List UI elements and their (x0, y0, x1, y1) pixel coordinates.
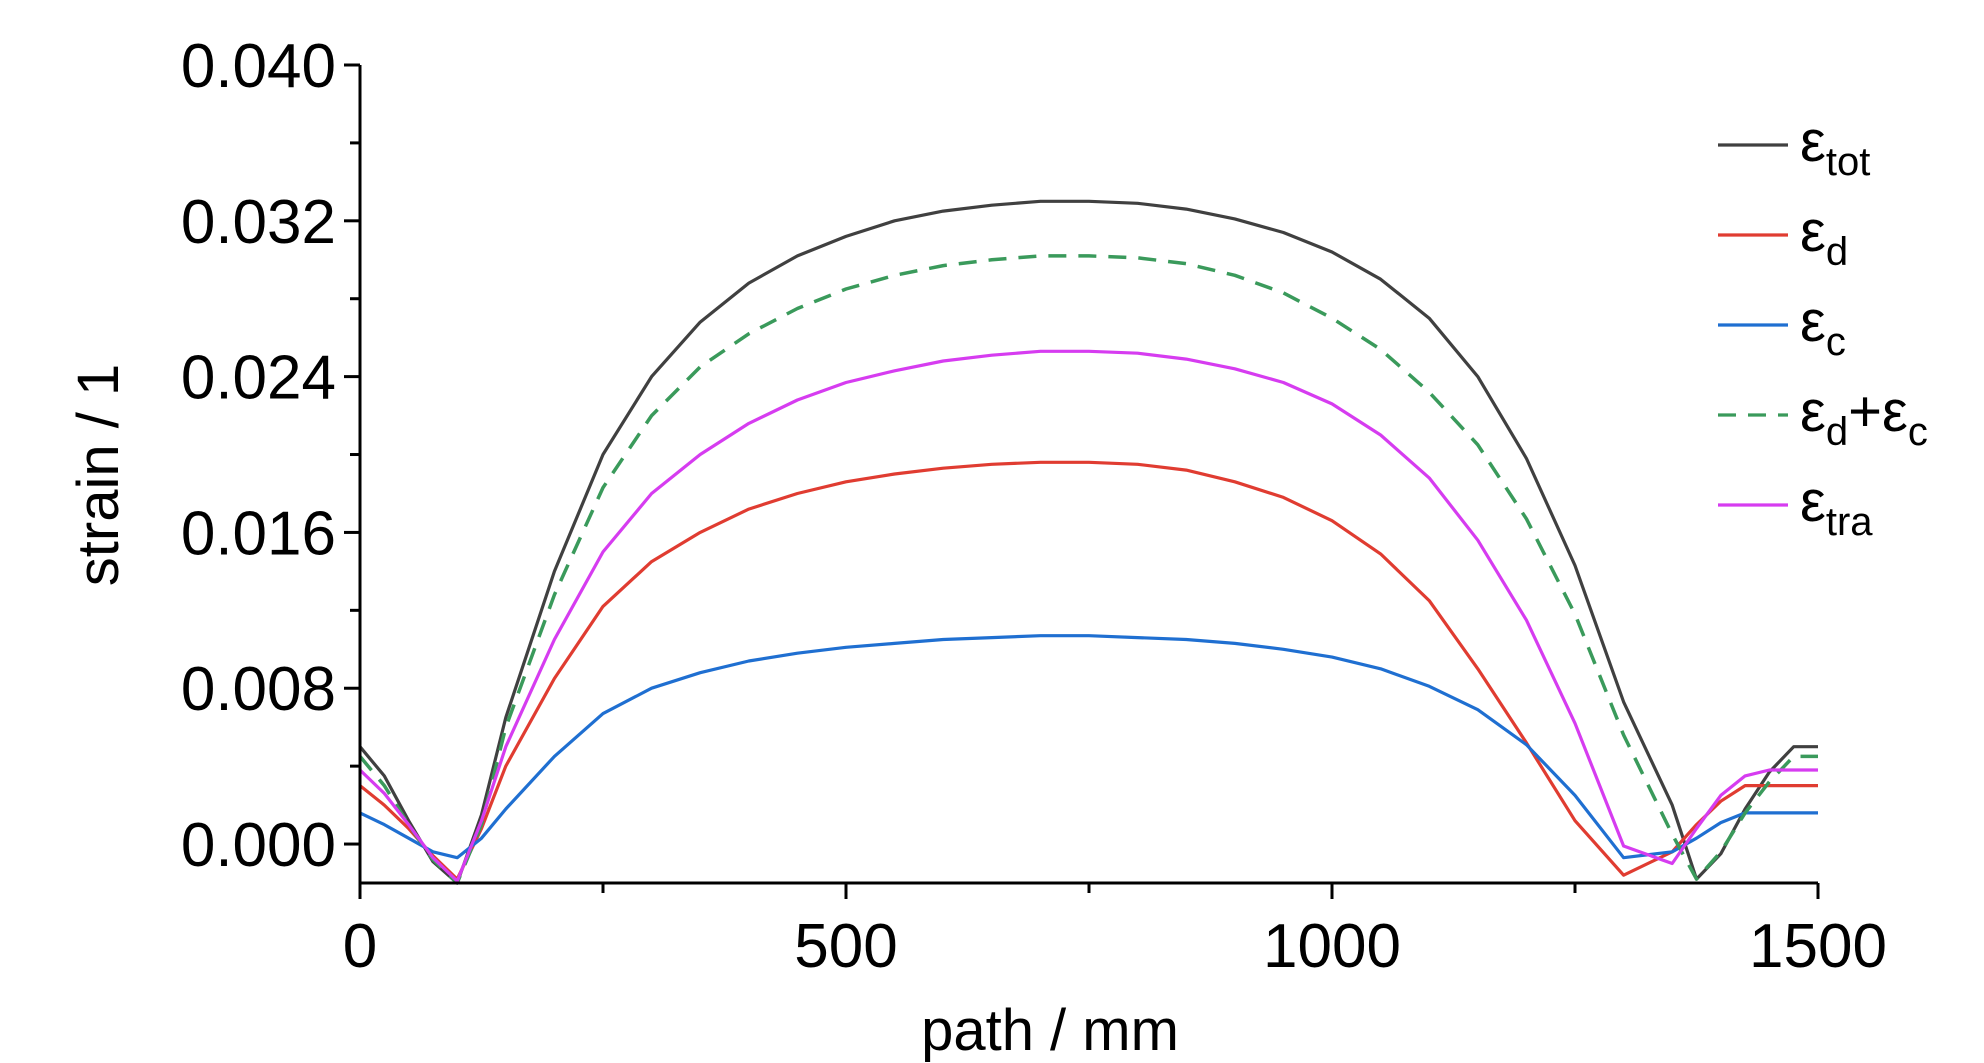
legend-subscript: d (1826, 410, 1848, 454)
legend-symbol: ε (1800, 199, 1826, 264)
legend-plus: +ε (1848, 379, 1908, 444)
legend-subscript: c (1908, 410, 1928, 454)
y-tick-label: 0.000 (181, 811, 336, 880)
series-line-3 (359, 634, 1818, 860)
y-tick-label: 0.016 (181, 499, 336, 568)
x-tick-label: 1500 (1749, 912, 1887, 981)
y-tick-label: 0.040 (181, 32, 336, 101)
axes: 0 500 1000 1500 0.000 0.008 0.016 0.024 0.032 0.0… (181, 32, 1887, 981)
series-line-4 (358, 254, 1818, 885)
series-line-5 (358, 349, 1818, 883)
x-tick-label: 500 (794, 912, 897, 981)
legend-label-5: εtra (1800, 469, 1873, 544)
x-axis-title: path / mm (921, 998, 1179, 1063)
legend-subscript: c (1826, 320, 1846, 364)
x-tick-label: 1000 (1263, 912, 1401, 981)
legend-symbol: ε (1800, 469, 1826, 534)
series-line-2 (358, 460, 1818, 881)
y-tick-label: 0.008 (181, 655, 336, 724)
legend-subscript: d (1826, 230, 1848, 274)
y-tick-label: 0.024 (181, 344, 336, 413)
x-tick-label: 0 (343, 912, 377, 981)
series-lines (358, 199, 1818, 885)
legend-label-1: εtot (1800, 109, 1870, 184)
legend-subscript: tot (1826, 140, 1870, 184)
legend-symbol: ε (1800, 289, 1826, 354)
legend-symbol: ε (1800, 379, 1826, 444)
legend-subscript: tra (1826, 500, 1873, 544)
legend-label-3: εc (1800, 289, 1846, 364)
legend-symbol: ε (1800, 109, 1826, 174)
y-axis-title: strain / 1 (66, 364, 131, 586)
y-tick-label: 0.032 (181, 188, 336, 257)
legend-label-4: εd+εc (1800, 379, 1928, 454)
legend-label-2: εd (1800, 199, 1848, 274)
series-line-1 (358, 199, 1818, 885)
